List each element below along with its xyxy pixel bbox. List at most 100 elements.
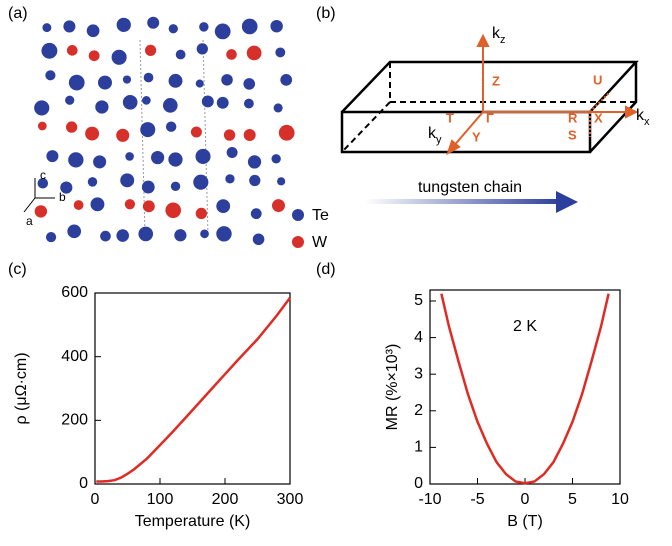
point-label: Y xyxy=(472,129,481,144)
atom xyxy=(116,229,129,242)
atom xyxy=(151,151,164,164)
atom xyxy=(224,129,235,140)
atom xyxy=(215,24,231,40)
atom xyxy=(85,127,99,141)
legend-label: W xyxy=(312,234,328,251)
atom xyxy=(225,174,234,183)
y-axis-label: MR (%×10³) xyxy=(384,344,401,431)
annotation: 2 K xyxy=(513,318,537,335)
atom xyxy=(274,103,283,112)
atom xyxy=(163,98,178,113)
atom xyxy=(120,173,134,187)
atom xyxy=(65,96,74,105)
k-axis: ky xyxy=(428,125,442,146)
chain-arrow xyxy=(365,199,560,204)
atom xyxy=(251,208,262,219)
atom xyxy=(247,46,262,61)
y-axis-label: ρ (μΩ·cm) xyxy=(13,352,30,424)
panel-label: (a) xyxy=(8,5,28,22)
atom xyxy=(193,175,208,190)
panel-label: (d) xyxy=(316,261,336,278)
atom xyxy=(42,23,51,32)
atom xyxy=(249,175,260,186)
x-axis-label: B (T) xyxy=(507,513,543,530)
x-tick-label: 10 xyxy=(611,491,629,508)
atom xyxy=(35,205,47,217)
atom xyxy=(197,43,208,54)
atom xyxy=(171,182,180,191)
atom xyxy=(196,208,207,219)
atom xyxy=(41,43,57,59)
y-tick-label: 1 xyxy=(414,439,423,456)
atom xyxy=(174,229,186,241)
point-label: U xyxy=(593,72,602,87)
y-tick-label: 200 xyxy=(61,412,88,429)
atom xyxy=(196,149,211,164)
atom xyxy=(116,129,129,142)
atom xyxy=(199,22,208,31)
atom xyxy=(271,154,280,163)
y-tick-label: 0 xyxy=(414,475,423,492)
data-line xyxy=(96,298,290,482)
axis-label: b xyxy=(59,190,66,204)
atom xyxy=(46,232,56,242)
atom xyxy=(243,78,255,90)
atom xyxy=(93,155,106,168)
atom xyxy=(147,17,159,29)
atom xyxy=(244,99,254,109)
atom xyxy=(176,50,186,60)
atom xyxy=(69,75,85,91)
atom xyxy=(217,97,229,109)
atom xyxy=(280,74,292,86)
atom xyxy=(123,75,131,83)
x-tick-label: 0 xyxy=(91,491,100,508)
atom xyxy=(63,20,75,32)
x-tick-label: -10 xyxy=(418,491,441,508)
point-label: T xyxy=(446,110,454,125)
atom xyxy=(87,24,100,37)
x-tick-label: -5 xyxy=(470,491,484,508)
atom xyxy=(66,121,77,132)
atom xyxy=(45,70,55,80)
atom xyxy=(202,95,214,107)
y-tick-label: 4 xyxy=(414,329,423,346)
axis-label: a xyxy=(26,214,33,228)
atom xyxy=(242,19,258,35)
atom xyxy=(200,229,209,238)
atom xyxy=(144,73,154,83)
atom xyxy=(100,231,111,242)
atom xyxy=(275,47,285,57)
atom xyxy=(166,121,176,131)
atom xyxy=(138,227,153,242)
atom xyxy=(112,50,127,65)
x-tick-label: 100 xyxy=(147,491,174,508)
atom xyxy=(68,152,83,167)
atom xyxy=(89,50,100,61)
atom xyxy=(88,177,97,186)
point-label: S xyxy=(568,127,577,142)
y-tick-label: 3 xyxy=(414,365,423,382)
y-tick-label: 400 xyxy=(61,348,88,365)
atom xyxy=(142,96,151,105)
atom xyxy=(74,200,84,210)
brillouin-zone xyxy=(342,62,636,152)
atom xyxy=(279,125,295,141)
atom xyxy=(226,49,237,60)
x-axis-label: Temperature (K) xyxy=(135,513,251,530)
atom xyxy=(67,224,81,238)
y-tick-label: 2 xyxy=(414,402,423,419)
y-tick-label: 5 xyxy=(414,292,423,309)
atom xyxy=(142,181,155,194)
legend-marker xyxy=(292,209,304,221)
atom xyxy=(125,152,134,161)
panel-label: (c) xyxy=(8,261,27,278)
atom xyxy=(38,122,47,131)
atom xyxy=(248,155,261,168)
point-label: Γ xyxy=(486,110,494,125)
atom xyxy=(169,74,183,88)
axis-label: c xyxy=(40,168,46,182)
atom xyxy=(165,202,181,218)
atom xyxy=(95,100,108,113)
legend-marker xyxy=(292,236,304,248)
y-tick-label: 0 xyxy=(79,475,88,492)
